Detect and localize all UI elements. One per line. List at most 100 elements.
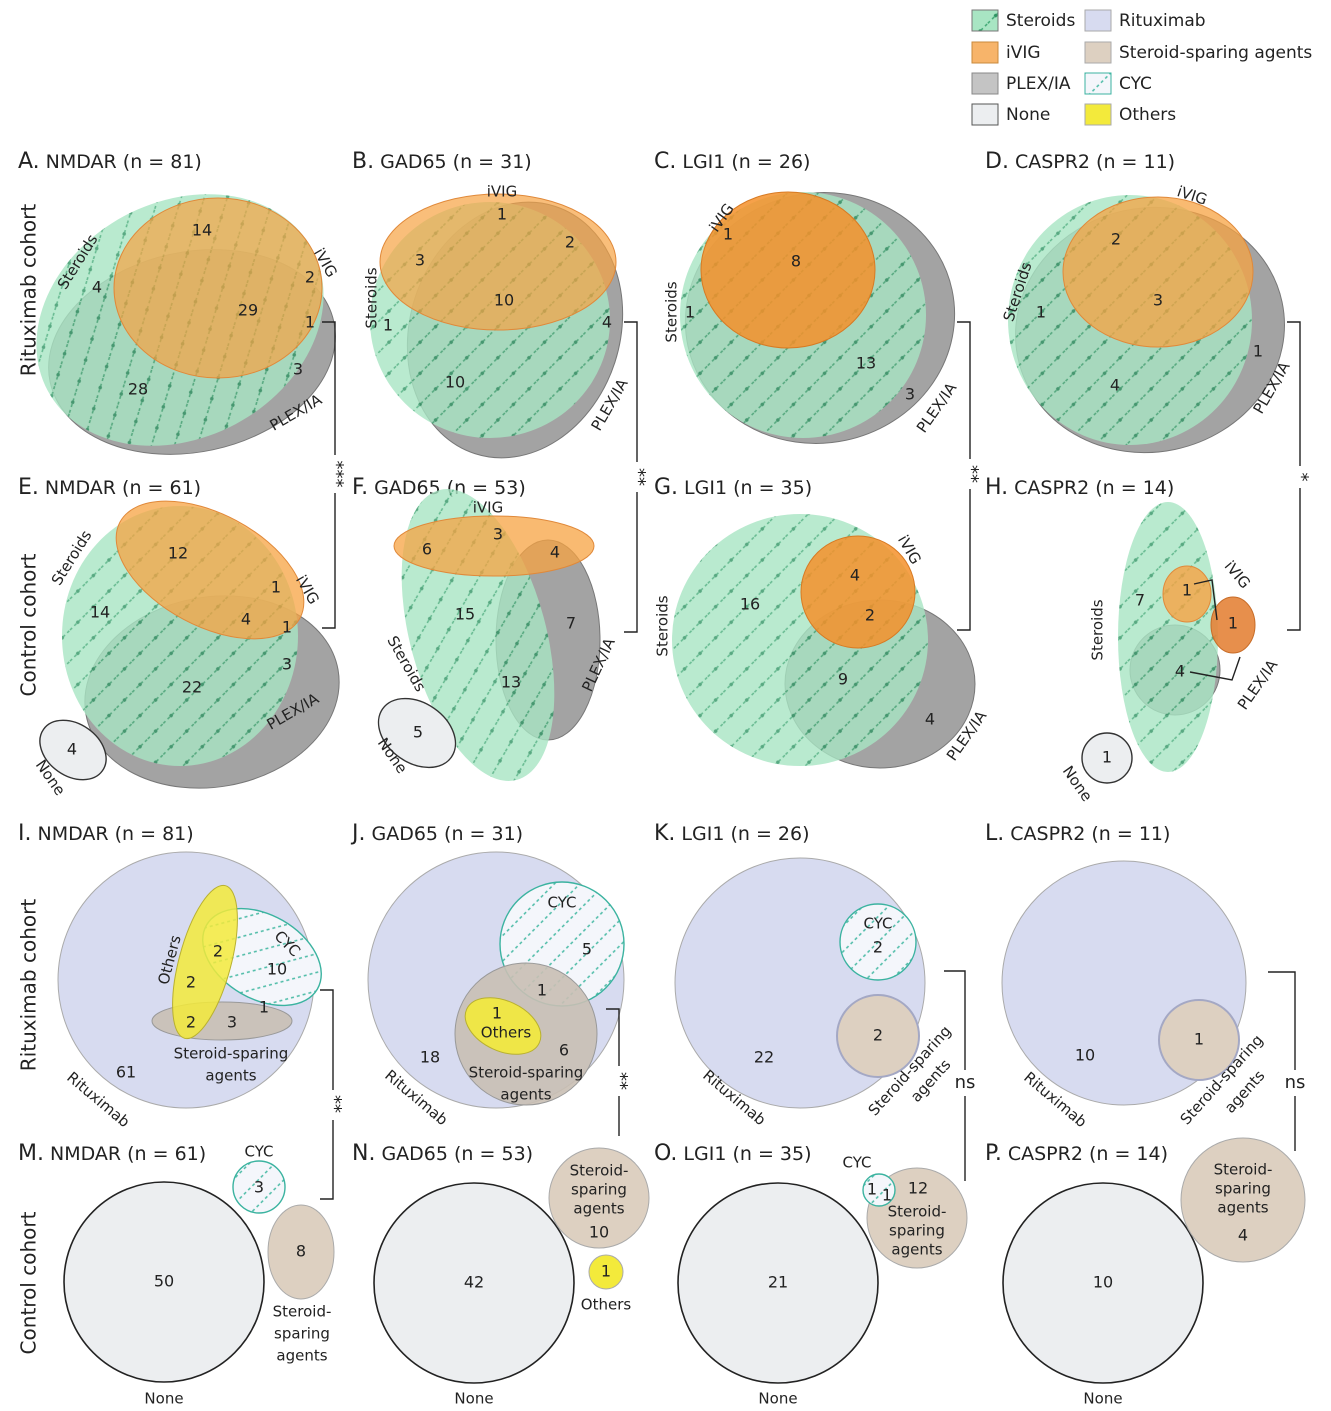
- panel-B-count: 2: [565, 233, 575, 252]
- panel-J-title: J. GAD65 (n = 31): [350, 821, 523, 846]
- panel-M-venn: 50 None CYC 3 8 Steroid- sparing agents: [63, 1143, 335, 1408]
- panel-F-none-ellipse: [377, 697, 457, 769]
- panel-N-ssa-circle: [548, 1147, 650, 1249]
- panel-H-ivig-pointer: [1193, 579, 1218, 621]
- panel-I-count: 2: [213, 942, 223, 961]
- panel-E-count: 14: [90, 603, 110, 622]
- panel-H-steroids-label: Steroids: [1089, 599, 1107, 660]
- panel-B-count: 3: [415, 251, 425, 270]
- panel-F-count: 13: [501, 673, 521, 692]
- panel-J-ssa-label: Steroid-sparing: [469, 1064, 584, 1082]
- panel-P-count: 10: [1093, 1273, 1113, 1292]
- panel-M-cyc-circle: [232, 1160, 286, 1214]
- panel-C-ivig-ellipse: [700, 191, 876, 349]
- panel-F-count: 7: [566, 614, 576, 633]
- panel-N-count: 1: [601, 1262, 611, 1281]
- row-label-control-bottom: Control cohort: [17, 1211, 41, 1354]
- panel-I-count: 2: [186, 973, 196, 992]
- panel-N-others-circle: [588, 1254, 624, 1290]
- panel-C-title: C. LGI1 (n = 26): [654, 149, 810, 174]
- panel-P-none-circle: [1002, 1182, 1204, 1384]
- legend-label-others: Others: [1119, 105, 1176, 125]
- panel-E-count: 22: [182, 678, 202, 697]
- panel-D-venn: 2 3 1 1 4 iVIG Steroids PLEX/IA: [1000, 182, 1294, 454]
- panel-I-count: 1: [259, 998, 269, 1017]
- legend-swatch-steroids: [971, 9, 999, 32]
- panel-N-none-circle: [373, 1182, 575, 1384]
- panel-L-count: 10: [1075, 1046, 1095, 1065]
- legend-swatch-ssa: [1084, 41, 1112, 64]
- panel-C-count: 1: [723, 225, 733, 244]
- panel-N-count: 42: [464, 1273, 484, 1292]
- panel-G-count: 9: [838, 670, 848, 689]
- panel-F-count: 4: [550, 543, 560, 562]
- panel-E-count: 3: [282, 655, 292, 674]
- panel-K-cyc-label: CYC: [863, 915, 892, 933]
- panel-H-count: 4: [1175, 662, 1185, 681]
- panel-D-count: 3: [1153, 291, 1163, 310]
- panel-B-steroids-label: Steroids: [363, 267, 381, 328]
- panel-H-count: 1: [1228, 614, 1238, 633]
- legend-label-cyc: CYC: [1119, 74, 1152, 94]
- panel-L-ssa-circle: [1158, 999, 1240, 1081]
- panel-I-venn: 2 2 2 10 1 3 61 Others CYC Steroid-spari…: [57, 851, 322, 1131]
- panel-C-venn: 1 8 1 13 3 iVIG Steroids PLEX/IA: [663, 191, 961, 444]
- panel-N-others-label: Others: [581, 1296, 632, 1314]
- panel-I-others-ellipse: [172, 884, 238, 1040]
- panel-O-none-circle: [677, 1182, 879, 1384]
- panel-C-steroids-label: Steroids: [663, 281, 681, 342]
- panel-G-count: 16: [740, 595, 760, 614]
- legend-label-none: None: [1006, 105, 1050, 125]
- panel-M-none-label: None: [144, 1390, 183, 1408]
- panel-K-cyc-circle: [839, 903, 917, 981]
- panel-K-count: 22: [754, 1048, 774, 1067]
- panel-H-count: 7: [1135, 591, 1145, 610]
- panel-K-count: 2: [873, 938, 883, 957]
- sig-JN: **: [610, 1072, 631, 1090]
- legend-swatch-plex: [971, 72, 999, 95]
- panel-O-venn: 21 None CYC 1 1 12 Steroid- sparing agen…: [677, 1154, 968, 1408]
- legend-swatch-rituximab: [1084, 9, 1112, 32]
- panel-F-ivig-ellipse: [393, 515, 595, 577]
- panel-B-venn: 1 2 3 10 1 4 10 iVIG Steroids PLEX/IA: [363, 183, 632, 459]
- panel-J-others-ellipse: [464, 997, 542, 1055]
- panel-O-count: 12: [908, 1179, 928, 1198]
- panel-E-none-ellipse: [39, 719, 107, 781]
- panel-B-count: 1: [383, 316, 393, 335]
- panel-A-count: 1: [305, 313, 315, 332]
- panel-C-count: 13: [856, 354, 876, 373]
- sig-KO: ns: [955, 1072, 976, 1093]
- panel-C-count: 3: [905, 385, 915, 404]
- panel-A-count: 29: [238, 301, 258, 320]
- panel-E-venn: 12 14 1 4 1 3 22 Steroids iVIG PLEX/IA 4…: [32, 500, 340, 799]
- panel-K-ssa-circle: [836, 994, 920, 1078]
- panel-M-count: 50: [154, 1272, 174, 1291]
- panel-C-count: 8: [791, 252, 801, 271]
- panel-N-title: N. GAD65 (n = 53): [352, 1141, 533, 1166]
- panel-K-venn: CYC 2 2 22 Rituximab Steroid-sparing age…: [674, 857, 955, 1129]
- panel-A-count: 28: [128, 380, 148, 399]
- panel-C-count: 1: [685, 303, 695, 322]
- panel-E-count: 4: [241, 610, 251, 629]
- panel-G-count: 2: [865, 606, 875, 625]
- panel-G-venn: 16 4 2 9 4 iVIG Steroids PLEX/IA: [654, 514, 991, 769]
- panel-O-ssa-label: sparing: [889, 1222, 945, 1240]
- panel-I-count: 3: [227, 1013, 237, 1032]
- panel-F-venn: 6 3 4 15 7 13 iVIG Steroids PLEX/IA 5 No…: [374, 489, 619, 781]
- sig-DH: *: [1291, 473, 1312, 482]
- panel-P-ssa-label: sparing: [1215, 1180, 1271, 1198]
- panel-D-ivig-ellipse: [1062, 196, 1254, 348]
- panel-D-title: D. CASPR2 (n = 11): [985, 149, 1175, 174]
- panel-D-count: 1: [1253, 342, 1263, 361]
- panel-A-venn: 4 14 29 2 1 3 28 Steroids iVIG PLEX/IA: [36, 194, 341, 455]
- panel-H-plex-pointer: [1189, 656, 1241, 681]
- panel-A-count: 4: [92, 278, 102, 297]
- panel-J-cyc-label: CYC: [547, 894, 576, 912]
- sig-AE: ***: [326, 461, 347, 488]
- panel-O-ssa-label: agents: [891, 1241, 942, 1259]
- row-label-control-top: Control cohort: [17, 553, 41, 696]
- panel-G-count: 4: [850, 566, 860, 585]
- panel-N-ssa-label: sparing: [571, 1181, 627, 1199]
- panel-L-venn: 1 10 Rituximab Steroid-sparing agents: [1001, 860, 1269, 1131]
- panel-N-venn: 42 None Steroid- sparing agents 10 1 Oth…: [373, 1147, 650, 1408]
